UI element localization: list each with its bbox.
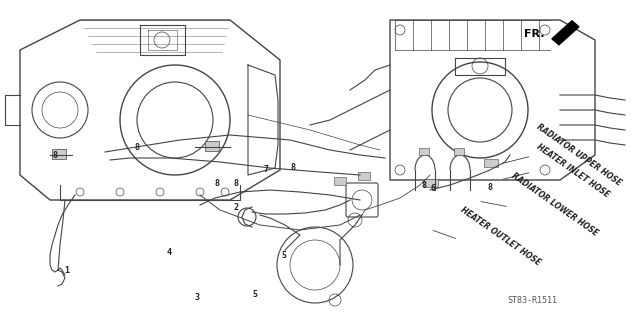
Text: 8: 8	[290, 164, 296, 172]
Text: 8: 8	[134, 143, 140, 152]
Text: 5: 5	[281, 252, 286, 260]
Text: 1: 1	[64, 266, 69, 275]
Bar	[52, 149, 66, 159]
Bar	[205, 141, 219, 151]
Polygon shape	[552, 21, 579, 45]
Text: FR.: FR.	[524, 29, 545, 39]
Bar	[424, 179, 438, 187]
Text: 5: 5	[252, 290, 257, 299]
Text: HEATER OUTLET HOSE: HEATER OUTLET HOSE	[459, 206, 542, 268]
Text: 3: 3	[195, 293, 200, 302]
Text: RADIATOR LOWER HOSE: RADIATOR LOWER HOSE	[510, 172, 599, 238]
Text: RADIATOR UPPER HOSE: RADIATOR UPPER HOSE	[535, 123, 623, 188]
Text: 8: 8	[421, 181, 426, 190]
Text: 8: 8	[488, 183, 493, 192]
Text: 8: 8	[214, 180, 219, 188]
Text: HEATER INLET HOSE: HEATER INLET HOSE	[535, 143, 611, 200]
Text: 7: 7	[264, 165, 269, 174]
Bar	[334, 177, 346, 185]
Text: 2: 2	[233, 204, 238, 212]
Text: 8: 8	[53, 151, 58, 160]
Bar	[454, 148, 464, 155]
Bar	[358, 172, 370, 180]
Bar	[419, 148, 429, 155]
Text: ST83-R1511: ST83-R1511	[507, 296, 557, 305]
Text: 4: 4	[166, 248, 171, 257]
Bar	[484, 159, 498, 167]
Text: 8: 8	[233, 180, 238, 188]
Text: 6: 6	[431, 184, 436, 193]
